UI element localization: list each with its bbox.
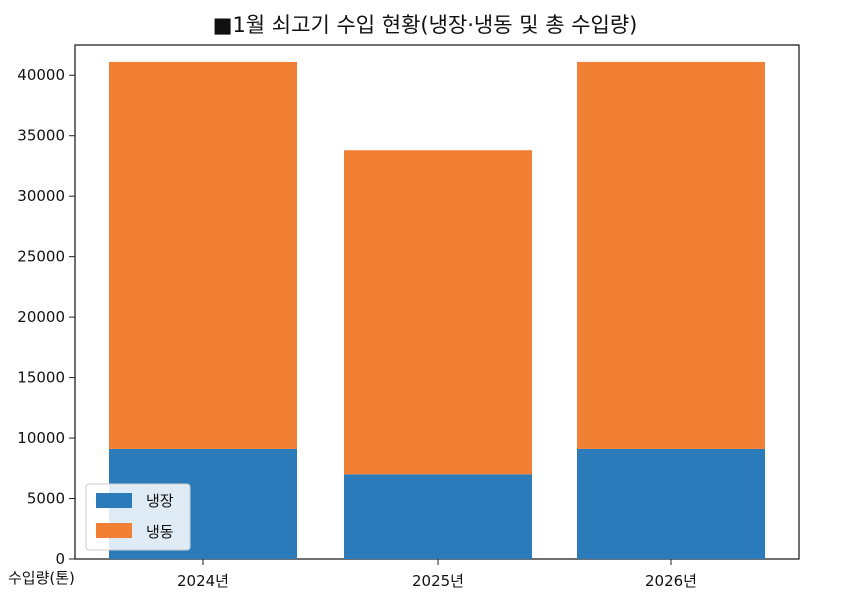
bar-frozen-2024 (109, 61, 297, 449)
y-tick-label: 10000 (17, 429, 65, 447)
y-tick-label: 30000 (17, 187, 65, 205)
x-axis: 2024년 2025년 2026년 (177, 559, 697, 590)
x-tick-label-2025: 2025년 (412, 572, 464, 590)
y-tick-label: 25000 (17, 248, 65, 266)
bar-frozen-2025 (344, 150, 532, 475)
legend: 냉장 냉동 (85, 483, 191, 551)
y-axis: 0 5000 10000 15000 20000 25000 30000 35000 40000 (17, 66, 75, 568)
y-tick-label: 5000 (27, 490, 65, 508)
bar-refrigerated-2025 (344, 474, 532, 559)
chart-title: ■1월 쇠고기 수입 현황(냉장·냉동 및 총 수입량) (213, 13, 638, 37)
y-axis-unit-label: 수입량(톤) (8, 569, 75, 587)
bars-group (109, 61, 765, 559)
y-tick-label: 20000 (17, 308, 65, 326)
y-tick-label: 0 (55, 550, 65, 568)
bar-refrigerated-2026 (577, 448, 765, 559)
legend-label-refrigerated: 냉장 (146, 492, 174, 510)
x-tick-label-2026: 2026년 (645, 572, 697, 590)
legend-label-frozen: 냉동 (146, 523, 174, 541)
y-tick-label: 15000 (17, 369, 65, 387)
bar-frozen-2026 (577, 61, 765, 449)
y-tick-label: 40000 (17, 66, 65, 84)
legend-swatch-frozen (96, 523, 132, 538)
x-tick-label-2024: 2024년 (177, 572, 229, 590)
y-tick-label: 35000 (17, 127, 65, 145)
legend-swatch-refrigerated (96, 493, 132, 508)
